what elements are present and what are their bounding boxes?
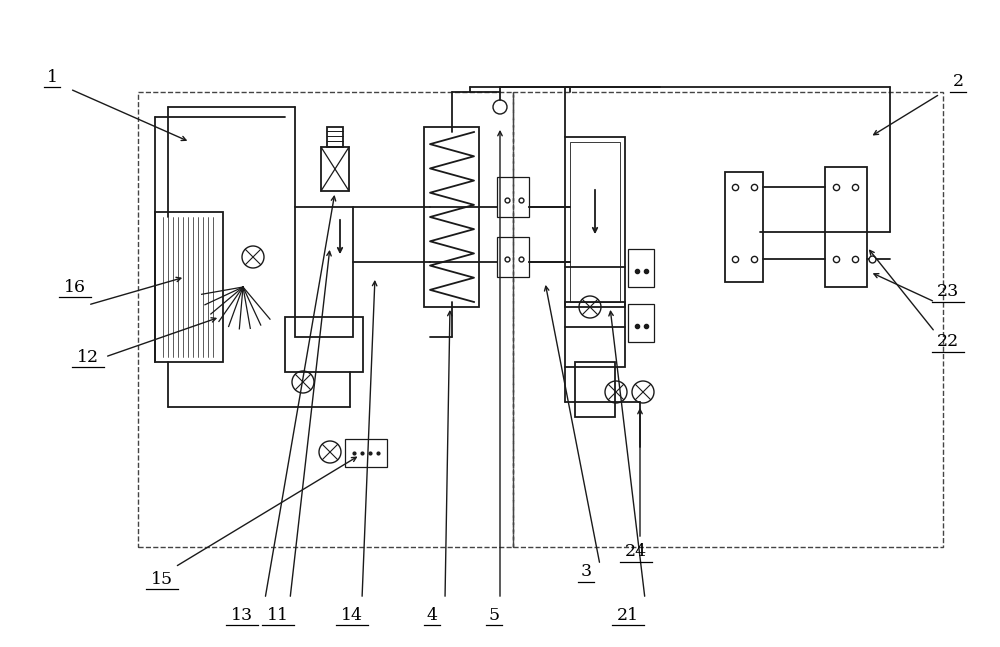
Text: 3: 3 [580,564,592,580]
Text: 22: 22 [937,333,959,351]
Text: 21: 21 [617,606,639,624]
Text: 5: 5 [488,606,500,624]
Bar [155,212,223,362]
Text: 14: 14 [341,606,363,624]
Bar [565,137,625,307]
Bar [327,127,343,147]
Bar [513,92,943,547]
Text: 23: 23 [937,283,959,300]
Bar [345,439,387,467]
Text: 4: 4 [426,606,438,624]
Bar [138,92,513,547]
Text: 16: 16 [64,278,86,296]
Text: 13: 13 [231,606,253,624]
Text: 2: 2 [952,74,964,91]
Bar [825,167,867,287]
Bar [321,147,349,191]
Bar [424,127,479,307]
Bar [628,249,654,287]
Bar [285,317,363,372]
Text: 24: 24 [625,543,647,560]
Bar [725,172,763,282]
Bar [628,304,654,342]
Bar [295,207,353,337]
Bar [497,237,529,277]
Text: 12: 12 [77,349,99,366]
Text: 1: 1 [46,69,58,85]
Bar [570,142,620,302]
Text: 15: 15 [151,571,173,587]
Bar [575,362,615,417]
Bar [565,302,625,367]
Bar [497,177,529,217]
Text: 11: 11 [267,606,289,624]
